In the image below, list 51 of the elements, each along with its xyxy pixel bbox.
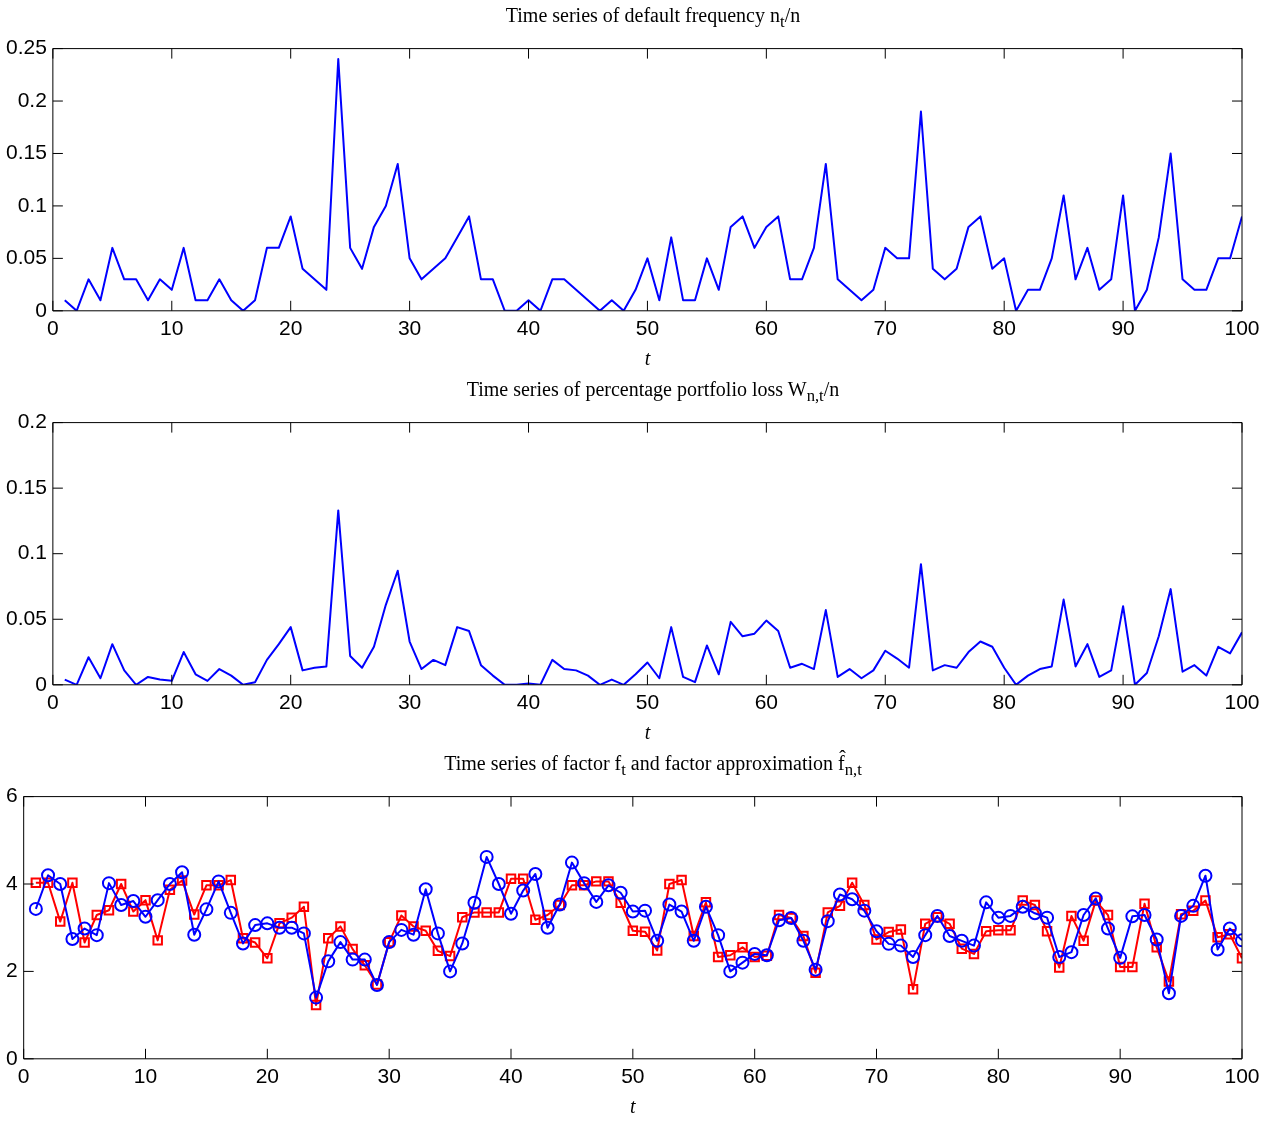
x-tick-label: 80 (986, 1064, 1011, 1088)
y-tick-label: 0.2 (17, 87, 47, 111)
x-tick-label: 10 (133, 1064, 158, 1088)
y-tick-label: 0.05 (6, 606, 47, 630)
x-axis-title: t (630, 1095, 637, 1118)
x-axis-title: t (644, 721, 651, 744)
x-tick-label: 40 (499, 1064, 523, 1088)
x-tick-label: 30 (397, 316, 422, 340)
x-tick-label: 30 (397, 690, 422, 714)
x-tick-label: 30 (377, 1064, 401, 1088)
y-tick-label: 0.15 (6, 474, 47, 498)
y-tick-label: 0.1 (17, 192, 47, 216)
x-tick-label: 70 (873, 690, 897, 714)
y-tick-label: 0.2 (17, 409, 47, 433)
y-tick-label: 4 (5, 870, 18, 894)
y-tick-label: 0.25 (6, 35, 47, 59)
x-tick-label: 100 (1224, 316, 1260, 340)
y-tick-label: 0 (35, 297, 47, 321)
chart-title: Time series of percentage portfolio loss W$_{n,t}$/n (465, 378, 841, 406)
y-tick-label: 2 (5, 958, 18, 982)
x-tick-label: 90 (1111, 690, 1135, 714)
x-tick-label: 80 (992, 690, 1016, 714)
x-tick-label: 100 (1224, 1064, 1260, 1088)
x-tick-label: 60 (742, 1064, 767, 1088)
x-tick-label: 20 (279, 690, 303, 714)
chart-title: Time series of default frequency n$_{t}$/n (504, 4, 802, 32)
x-tick-label: 50 (635, 690, 660, 714)
x-tick-label: 40 (516, 690, 541, 714)
y-tick-label: 0.15 (6, 140, 47, 164)
x-tick-label: 20 (279, 316, 303, 340)
y-tick-label: 0 (5, 1045, 18, 1069)
y-tick-label: 0 (35, 671, 47, 695)
x-tick-label: 80 (992, 316, 1016, 340)
x-tick-label: 10 (160, 690, 184, 714)
y-tick-label: 0.05 (6, 245, 47, 269)
x-axis-title: t (644, 347, 651, 370)
x-tick-label: 40 (516, 316, 541, 340)
x-tick-label: 20 (255, 1064, 280, 1088)
chart-title: Time series of factor f$_{t}$ and factor approximation f̂$_{n,t}$ (443, 752, 863, 780)
x-tick-label: 70 (864, 1064, 889, 1088)
x-tick-label: 90 (1111, 316, 1135, 340)
x-tick-label: 100 (1224, 690, 1260, 714)
x-tick-label: 60 (754, 316, 779, 340)
y-tick-label: 0.1 (17, 540, 47, 564)
x-tick-label: 60 (754, 690, 779, 714)
y-tick-label: 6 (5, 783, 18, 807)
x-tick-label: 70 (873, 316, 897, 340)
x-tick-label: 50 (621, 1064, 645, 1088)
x-tick-label: 50 (635, 316, 660, 340)
x-tick-label: 90 (1108, 1064, 1132, 1088)
x-tick-label: 10 (160, 316, 184, 340)
